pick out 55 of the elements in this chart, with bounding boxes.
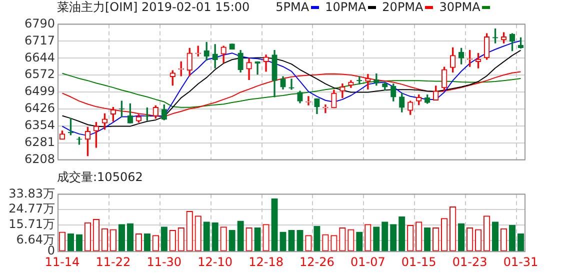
bar bbox=[280, 232, 286, 252]
bar bbox=[424, 228, 431, 252]
bar bbox=[390, 224, 397, 252]
bar bbox=[492, 222, 499, 252]
x-tick-label: 01-23 bbox=[452, 254, 488, 269]
candlestick bbox=[254, 61, 260, 75]
y-tick-label: 33.83万 bbox=[8, 186, 55, 200]
bar bbox=[254, 228, 261, 252]
x-tick-label: 11-22 bbox=[96, 254, 131, 269]
legend-label: 10PMA bbox=[325, 0, 366, 14]
bar bbox=[458, 223, 465, 252]
x-tick-label: 12-18 bbox=[248, 254, 284, 269]
bar bbox=[76, 234, 83, 252]
bar bbox=[144, 233, 150, 252]
bar bbox=[126, 223, 134, 252]
x-tick-label: 01-07 bbox=[350, 254, 386, 269]
y-tick-label: 15.71万 bbox=[8, 217, 55, 232]
y-tick-label: 6354 bbox=[24, 118, 55, 132]
bar bbox=[271, 198, 278, 252]
y-tick-label: 24.77万 bbox=[8, 202, 55, 216]
y-tick-label: 6644 bbox=[24, 50, 55, 64]
y-tick-label: 6499 bbox=[24, 84, 55, 98]
bar bbox=[228, 230, 236, 252]
x-tick-label: 01-15 bbox=[401, 254, 436, 269]
y-tick-label: 6281 bbox=[24, 134, 55, 149]
bar bbox=[237, 220, 244, 252]
x-tick-label: 12-10 bbox=[198, 254, 233, 269]
bar bbox=[382, 222, 388, 252]
bar bbox=[508, 224, 516, 252]
y-tick-label: 6208 bbox=[24, 152, 55, 166]
legend-label: 30PMA bbox=[439, 0, 480, 14]
bar bbox=[356, 232, 363, 252]
y-tick-label: 6.64万 bbox=[16, 232, 55, 246]
bar bbox=[398, 216, 406, 252]
bar bbox=[288, 230, 295, 252]
legend-label: 20PMA bbox=[382, 0, 424, 14]
legend-label: 5PMA bbox=[276, 0, 310, 14]
bar bbox=[212, 222, 218, 252]
x-tick-label: 01-31 bbox=[503, 254, 538, 269]
x-tick-label: 12-26 bbox=[300, 254, 334, 269]
bar bbox=[373, 226, 380, 252]
y-tick-label: 6572 bbox=[24, 67, 55, 82]
chart-title: 成交量:105062 bbox=[57, 170, 143, 184]
bar bbox=[203, 222, 210, 252]
x-tick-label: 11-30 bbox=[146, 254, 182, 269]
chart-title: 菜油主力[OIM] 2019-02-01 15:00 bbox=[57, 0, 250, 14]
bar bbox=[314, 226, 320, 252]
bar bbox=[160, 226, 168, 252]
y-tick-label: 6717 bbox=[24, 33, 55, 48]
bar bbox=[296, 230, 304, 252]
y-tick-label: 6426 bbox=[24, 101, 55, 116]
y-tick-label: 6790 bbox=[24, 16, 55, 30]
bar bbox=[67, 233, 74, 252]
bar bbox=[118, 224, 126, 252]
bar bbox=[517, 233, 524, 252]
